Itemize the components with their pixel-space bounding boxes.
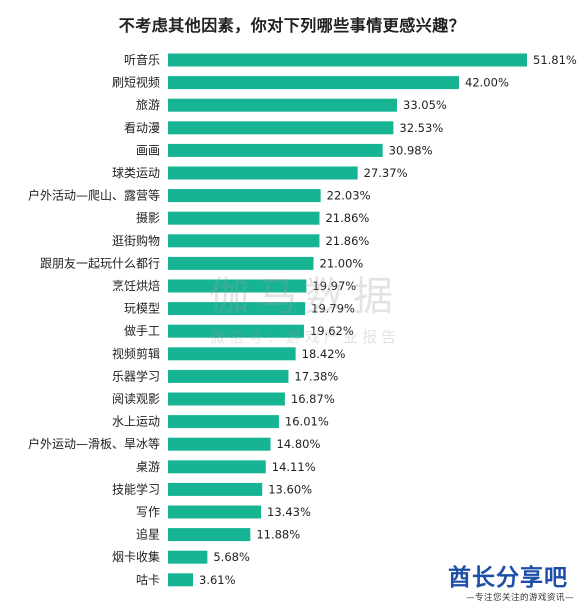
value-label: 16.01% xyxy=(285,415,329,429)
chart-title: 不考虑其他因素，你对下列哪些事情更感兴趣？ xyxy=(118,16,466,35)
category-label: 咕卡 xyxy=(136,572,160,587)
bars xyxy=(168,53,527,587)
value-label: 17.38% xyxy=(294,369,338,383)
bar xyxy=(168,76,460,90)
value-label: 42.00% xyxy=(465,76,509,90)
category-label: 烹饪烘焙 xyxy=(112,278,160,293)
value-label: 13.43% xyxy=(267,505,311,519)
bar xyxy=(168,528,251,542)
category-label: 摄影 xyxy=(136,210,160,225)
value-label: 22.03% xyxy=(327,189,371,203)
value-label: 11.88% xyxy=(256,528,300,542)
value-label: 21.86% xyxy=(325,234,369,248)
value-label: 30.98% xyxy=(389,143,433,157)
bar xyxy=(168,166,358,180)
value-label: 51.81% xyxy=(533,53,577,67)
category-label: 户外运动—滑板、旱冰等 xyxy=(28,436,160,451)
bar xyxy=(168,347,296,361)
bar xyxy=(168,121,394,135)
value-label: 16.87% xyxy=(291,392,335,406)
category-label: 烟卡收集 xyxy=(112,549,160,564)
bar xyxy=(168,189,321,203)
bar xyxy=(168,437,271,451)
bar xyxy=(168,324,304,338)
brand-name: 酋长分享吧 xyxy=(448,565,568,591)
bar xyxy=(168,279,307,293)
category-label: 球类运动 xyxy=(112,166,160,180)
brand-logo: 酋长分享吧 —专注您关注的游戏资讯— xyxy=(440,558,578,608)
value-label: 14.80% xyxy=(277,437,321,451)
bar xyxy=(168,302,306,316)
value-label: 19.97% xyxy=(312,279,356,293)
value-label: 21.86% xyxy=(325,211,369,225)
value-label: 32.53% xyxy=(399,121,443,135)
category-label: 视频剪辑 xyxy=(112,346,160,361)
category-labels: 听音乐刷短视频旅游看动漫画画球类运动户外活动—爬山、露营等摄影逛街购物跟朋友一起… xyxy=(28,52,160,587)
bar xyxy=(168,211,320,225)
bar xyxy=(168,98,398,112)
category-label: 写作 xyxy=(136,505,160,519)
bar xyxy=(168,143,383,157)
bar xyxy=(168,460,266,474)
category-label: 技能学习 xyxy=(112,481,160,496)
value-label: 19.79% xyxy=(311,302,355,316)
value-label: 14.11% xyxy=(272,460,316,474)
value-label: 5.68% xyxy=(213,550,250,564)
category-label: 追星 xyxy=(136,527,160,542)
value-label: 27.37% xyxy=(364,166,408,180)
bar xyxy=(168,550,208,564)
bar xyxy=(168,369,289,383)
category-label: 玩模型 xyxy=(124,302,160,316)
brand-slogan: —专注您关注的游戏资讯— xyxy=(465,593,574,603)
bar xyxy=(168,256,314,270)
bar xyxy=(168,415,279,429)
category-label: 桌游 xyxy=(136,460,160,474)
category-label: 跟朋友一起玩什么都行 xyxy=(40,256,160,270)
category-label: 刷短视频 xyxy=(112,75,160,90)
value-label: 3.61% xyxy=(199,573,236,587)
bar xyxy=(168,482,263,496)
bar xyxy=(168,573,194,587)
category-label: 看动漫 xyxy=(124,121,160,135)
category-label: 旅游 xyxy=(136,98,160,112)
bar xyxy=(168,505,262,519)
bar xyxy=(168,392,285,406)
category-label: 乐器学习 xyxy=(112,368,160,383)
category-label: 听音乐 xyxy=(124,52,160,67)
value-label: 19.62% xyxy=(310,324,354,338)
category-label: 做手工 xyxy=(124,323,160,338)
bar xyxy=(168,234,320,248)
value-label: 33.05% xyxy=(403,98,447,112)
value-label: 21.00% xyxy=(320,256,364,270)
value-labels: 51.81% 42.00% 33.05% 32.53% 30.98% 27.37% 22.0… xyxy=(199,53,577,587)
category-label: 水上运动 xyxy=(112,415,160,429)
category-label: 阅读观影 xyxy=(112,392,160,406)
value-label: 13.60% xyxy=(268,482,312,496)
category-label: 逛街购物 xyxy=(112,233,160,248)
category-label: 户外活动—爬山、露营等 xyxy=(28,188,160,203)
bar xyxy=(168,53,527,67)
value-label: 18.42% xyxy=(302,347,346,361)
category-label: 画画 xyxy=(136,143,160,157)
